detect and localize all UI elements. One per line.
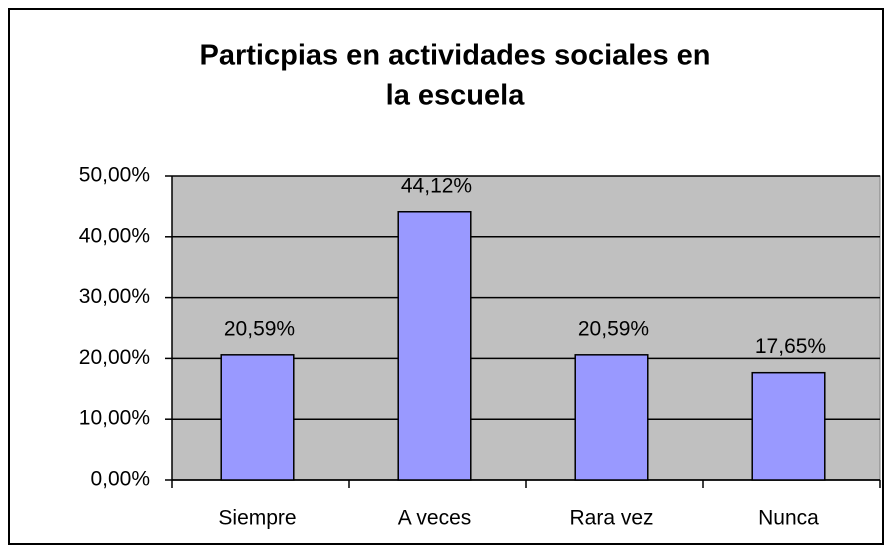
bar (751, 371, 826, 481)
chart-title: la escuela (386, 80, 526, 112)
bar (397, 211, 472, 481)
value-label: 20,59% (578, 317, 649, 340)
value-label: 44,12% (401, 174, 472, 197)
x-tick-label: Siempre (218, 507, 296, 530)
y-tick-label: 10,00% (79, 407, 150, 430)
y-tick-label: 20,00% (79, 346, 150, 369)
y-tick-label: 40,00% (79, 224, 150, 247)
value-label: 20,59% (224, 317, 295, 340)
y-tick-label: 0,00% (90, 468, 150, 491)
x-tick-label: Nunca (758, 507, 819, 530)
chart-title: Particpias en actividades sociales en (200, 40, 711, 72)
y-tick-label: 30,00% (79, 285, 150, 308)
bar (220, 354, 295, 481)
x-tick-label: A veces (398, 507, 472, 530)
bar (574, 354, 649, 481)
value-label: 17,65% (755, 335, 826, 358)
y-tick-label: 50,00% (79, 164, 150, 187)
x-tick-label: Rara vez (569, 507, 653, 530)
